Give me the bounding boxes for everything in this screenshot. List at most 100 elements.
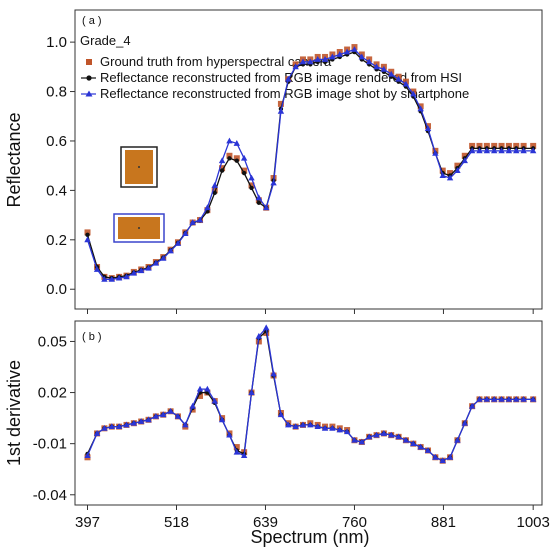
panel-b-point-smartphone bbox=[461, 419, 468, 426]
legend-marker-ground-truth bbox=[86, 59, 92, 65]
panel-a-point-ground_truth bbox=[483, 142, 490, 149]
panel-a-point-ground_truth bbox=[447, 170, 454, 177]
panel-b-point-smartphone bbox=[263, 324, 270, 331]
panel-b-point-smartphone bbox=[520, 395, 527, 402]
panel-b-point-smartphone bbox=[93, 430, 101, 436]
panel-b-series-smartphone bbox=[84, 324, 537, 464]
panel-b-point-smartphone bbox=[417, 443, 424, 450]
panel-a-point-rgb_hsi bbox=[227, 156, 232, 161]
panel-b-point-smartphone bbox=[299, 421, 307, 428]
panel-b-point-smartphone bbox=[204, 385, 211, 392]
sample-image-smartphone-dot bbox=[138, 227, 140, 229]
panel-b-point-smartphone bbox=[373, 431, 380, 438]
panel-b-point-smartphone bbox=[343, 428, 351, 435]
panel-a-point-smartphone bbox=[167, 247, 174, 254]
panel-a-point-smartphone bbox=[263, 204, 270, 211]
panel-a-point-smartphone bbox=[351, 46, 358, 52]
panel-a-series bbox=[84, 44, 537, 282]
panel-b-point-smartphone bbox=[468, 402, 476, 409]
panel-a-point-smartphone bbox=[446, 174, 454, 181]
panel-a-point-ground_truth bbox=[454, 162, 461, 169]
panel-a-point-smartphone bbox=[255, 194, 263, 201]
panel-b-point-smartphone bbox=[211, 397, 218, 404]
sample-image-hsi bbox=[120, 146, 158, 188]
panel-b-point-smartphone bbox=[395, 433, 402, 440]
panel-b-point-smartphone bbox=[513, 395, 520, 402]
panel-b-point-ground_truth bbox=[233, 444, 240, 451]
panel-a-point-smartphone bbox=[123, 273, 130, 280]
panel-b-point-smartphone bbox=[130, 419, 138, 426]
panel-a-point-ground_truth bbox=[84, 229, 91, 236]
panel-a-ytick-label: 0.2 bbox=[46, 232, 67, 249]
sample-image-smartphone bbox=[113, 213, 165, 243]
panel-b-point-smartphone bbox=[233, 448, 240, 455]
panel-a-axes: 0.0 0.2 0.4 0.6 0.8 1.0 bbox=[46, 34, 534, 314]
panel-b-point-smartphone bbox=[410, 440, 417, 447]
panel-a-point-smartphone bbox=[145, 264, 152, 271]
panel-b-point-smartphone bbox=[388, 431, 395, 438]
panel-a-point-smartphone bbox=[93, 266, 101, 272]
panel-b-point-smartphone bbox=[248, 389, 255, 395]
panel-a-point-smartphone bbox=[380, 65, 388, 72]
panel-a-point-ground_truth bbox=[211, 187, 218, 194]
panel-a-point-ground_truth bbox=[469, 142, 476, 149]
panel-a-ytick-label: 1.0 bbox=[46, 34, 67, 51]
panel-b-ytick-label: -0.04 bbox=[33, 487, 67, 504]
panel-b-frame bbox=[74, 320, 543, 506]
panel-a-point-smartphone bbox=[299, 58, 307, 65]
panel-a-point-smartphone bbox=[343, 48, 351, 55]
panel-b-point-smartphone bbox=[196, 385, 204, 392]
panel-b-point-smartphone bbox=[498, 395, 505, 402]
panel-b-point-smartphone bbox=[432, 453, 439, 460]
panel-a-point-smartphone bbox=[115, 274, 123, 281]
panel-b-point-ground_truth bbox=[197, 392, 204, 399]
panel-a-point-ground_truth bbox=[498, 142, 505, 149]
legend-label-ground-truth: Ground truth from hyperspectral camera bbox=[100, 54, 332, 69]
panel-a-frame bbox=[74, 9, 543, 310]
xtick-label: 881 bbox=[431, 514, 456, 531]
panel-a-point-ground_truth bbox=[233, 155, 240, 162]
panel-a-point-rgb_hsi bbox=[212, 190, 217, 196]
panel-b-point-smartphone bbox=[505, 395, 513, 402]
panel-a-point-smartphone bbox=[189, 219, 196, 225]
panel-a-point-ground_truth bbox=[530, 142, 537, 149]
panel-a-point-smartphone bbox=[196, 216, 204, 223]
panel-a-point-smartphone bbox=[461, 157, 468, 164]
panel-a-point-smartphone bbox=[513, 147, 520, 154]
panel-a-point-smartphone bbox=[240, 154, 248, 161]
panel-a-point-ground_truth bbox=[277, 100, 284, 107]
xtick-label: 397 bbox=[75, 514, 100, 531]
panel-b-point-smartphone bbox=[336, 426, 343, 433]
panel-a-point-smartphone bbox=[424, 125, 432, 132]
panel-a-point-rgb_hsi bbox=[234, 158, 239, 163]
panel-a-point-ground_truth bbox=[241, 167, 248, 174]
panel-a-point-smartphone bbox=[160, 254, 167, 261]
xtick-label: 518 bbox=[164, 514, 189, 531]
panel-a-point-rgb_hsi bbox=[256, 200, 262, 205]
panel-b-point-smartphone bbox=[476, 395, 483, 402]
panel-a-point-ground_truth bbox=[255, 197, 262, 204]
panel-a-point-smartphone bbox=[101, 275, 108, 282]
panel-a-point-smartphone bbox=[108, 275, 115, 282]
panel-b-ytick-label: 0.02 bbox=[38, 385, 67, 402]
panel-a-point-smartphone bbox=[84, 236, 91, 243]
panel-b-label: ( b ) bbox=[82, 331, 102, 343]
panel-a-point-rgb_hsi bbox=[85, 232, 90, 238]
sample-image-hsi-dot bbox=[138, 166, 140, 168]
legend-marker-rgb-hsi bbox=[86, 75, 92, 81]
panel-b-point-smartphone bbox=[174, 413, 182, 419]
panel-a-point-smartphone bbox=[468, 147, 476, 154]
panel-a-point-ground_truth bbox=[476, 142, 483, 149]
panel-b-point-smartphone bbox=[167, 407, 174, 414]
panel-a-point-smartphone bbox=[483, 147, 491, 154]
panel-b-series bbox=[84, 324, 537, 464]
xtick-label: 1003 bbox=[516, 514, 549, 531]
panel-b-point-smartphone bbox=[483, 395, 491, 402]
panel-b-point-smartphone bbox=[329, 424, 336, 431]
panel-a-point-ground_truth bbox=[248, 182, 255, 189]
panel-b-point-smartphone bbox=[218, 416, 226, 423]
panel-a-point-smartphone bbox=[373, 63, 380, 70]
panel-b-point-smartphone bbox=[101, 424, 108, 431]
panel-a-point-ground_truth bbox=[520, 142, 527, 149]
